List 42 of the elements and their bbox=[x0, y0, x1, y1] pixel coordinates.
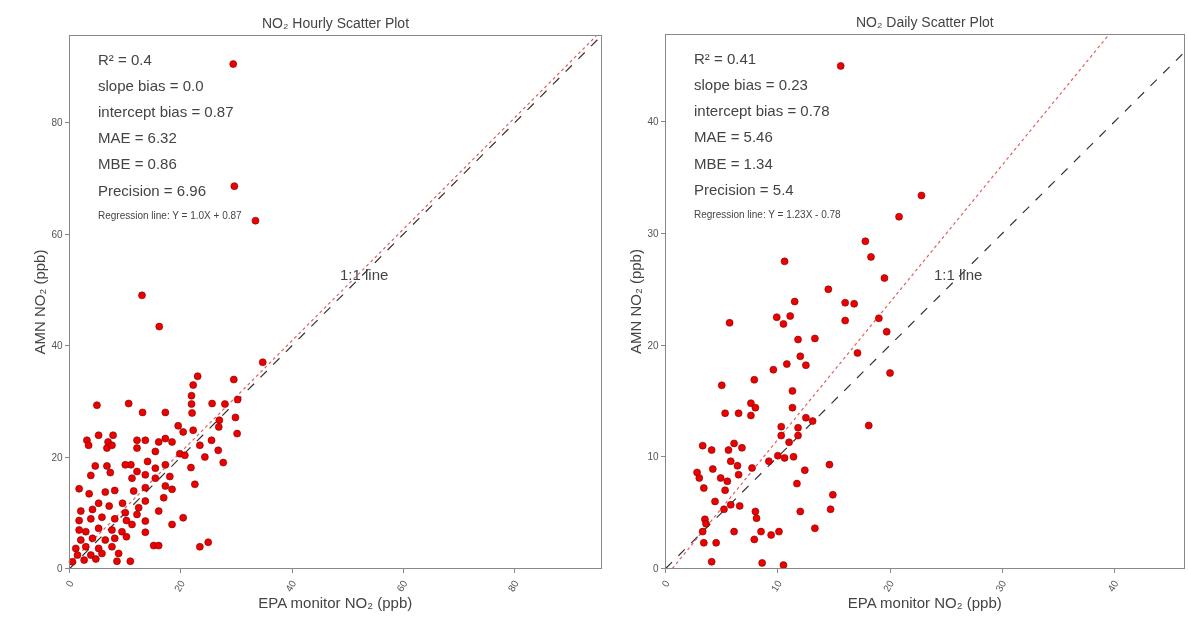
annotation: Precision = 6.96 bbox=[98, 182, 206, 199]
annotation: MAE = 5.46 bbox=[694, 128, 773, 145]
annotation: MBE = 1.34 bbox=[694, 155, 773, 172]
y-tick-label: 10 bbox=[647, 451, 660, 463]
y-tick-label: 40 bbox=[51, 340, 64, 352]
x-tick-label: 20 bbox=[171, 578, 188, 594]
x-axis-title: EPA monitor NO₂ (ppb) bbox=[258, 593, 413, 611]
annotation: MBE = 0.86 bbox=[98, 155, 177, 172]
y-tick-label: 20 bbox=[647, 339, 660, 351]
x-tick-label: 10 bbox=[768, 578, 785, 594]
annotation: slope bias = 0.23 bbox=[694, 76, 808, 93]
y-tick-label: 40 bbox=[647, 116, 660, 128]
y-tick-label: 0 bbox=[57, 562, 64, 574]
annotation: slope bias = 0.0 bbox=[98, 77, 204, 94]
annotation: Regression line: Y = 1.23X - 0.78 bbox=[694, 209, 842, 220]
x-axis-title: EPA monitor NO₂ (ppb) bbox=[847, 593, 1002, 611]
y-tick-label: 60 bbox=[51, 228, 64, 240]
y-tick-label: 30 bbox=[647, 227, 660, 239]
annotation: R² = 0.41 bbox=[694, 50, 757, 67]
chart-title: NO₂ Daily Scatter Plot bbox=[856, 14, 994, 30]
y-axis-title: AMN NO₂ (ppb) bbox=[626, 249, 644, 355]
annotation: 1:1 line bbox=[340, 266, 389, 283]
annotation: intercept bias = 0.87 bbox=[98, 103, 234, 120]
x-tick-label: 40 bbox=[1105, 578, 1121, 594]
chart-title: NO₂ Hourly Scatter Plot bbox=[262, 15, 410, 31]
y-tick-label: 0 bbox=[653, 562, 660, 574]
x-tick-label: 30 bbox=[993, 578, 1009, 594]
annotation: Precision = 5.4 bbox=[694, 181, 794, 198]
annotation: R² = 0.4 bbox=[98, 51, 152, 68]
annotation: 1:1 line bbox=[934, 266, 983, 283]
annotation: intercept bias = 0.78 bbox=[694, 102, 830, 119]
x-tick-label: 0 bbox=[63, 578, 76, 589]
annotation: Regression line: Y = 1.0X + 0.87 bbox=[98, 210, 243, 221]
y-tick-label: 80 bbox=[51, 117, 64, 129]
x-tick-label: 80 bbox=[505, 578, 522, 594]
y-axis-title: AMN NO₂ (ppb) bbox=[30, 249, 48, 355]
x-tick-label: 60 bbox=[394, 578, 410, 594]
x-tick-label: 20 bbox=[881, 578, 897, 594]
y-tick-label: 20 bbox=[51, 451, 64, 463]
x-tick-label: 40 bbox=[283, 578, 299, 594]
annotation: MAE = 6.32 bbox=[98, 129, 177, 146]
x-tick-label: 0 bbox=[659, 578, 672, 589]
